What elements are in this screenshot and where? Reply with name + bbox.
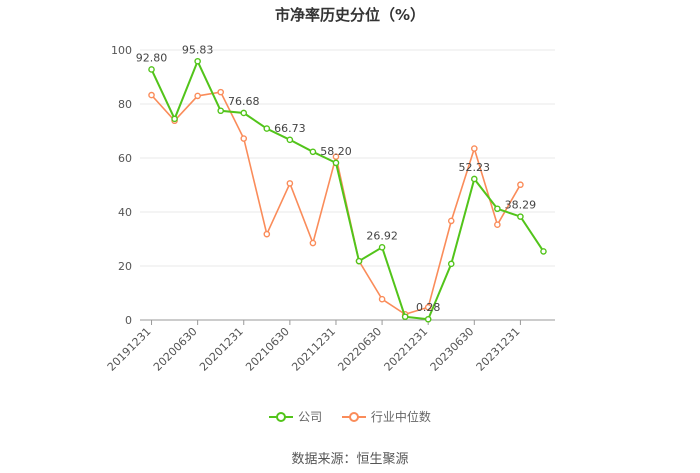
series-line-industry	[150, 91, 522, 316]
data-point-company	[240, 109, 248, 117]
data-labels: 92.80 95.83 76.68 66.73 58.20 26.92 0.28 52.23 3…	[136, 43, 536, 314]
data-point-company	[148, 66, 155, 73]
data-point-industry	[286, 180, 294, 187]
data-point-company	[494, 205, 501, 213]
series-line-company	[150, 58, 545, 321]
data-point-industry	[332, 153, 340, 160]
y-tick-label: 100	[111, 44, 132, 57]
data-point-industry	[309, 239, 317, 247]
legend-industry-label: 行业中位数	[370, 410, 431, 424]
data-label: 26.92	[366, 229, 398, 242]
data-point-industry	[447, 217, 455, 225]
source-note: 数据来源：恒生聚源	[291, 452, 409, 467]
data-label: 58.20	[320, 145, 352, 158]
data-point-industry	[194, 92, 201, 100]
x-tick-label: 20201231	[197, 325, 246, 374]
legend: 公司 行业中位数	[0, 408, 700, 426]
data-point-company	[424, 315, 432, 323]
data-point-company	[217, 107, 224, 115]
x-tick-label: 20210630	[243, 325, 292, 374]
y-tick-label: 0	[125, 314, 132, 327]
data-point-company	[517, 213, 524, 220]
data-point-industry	[148, 91, 155, 99]
y-tick-label: 60	[118, 152, 132, 165]
legend-item-company[interactable]: 公司	[269, 408, 322, 425]
data-label: 95.83	[182, 43, 214, 56]
data-label: 66.73	[274, 122, 306, 135]
x-tick-label: 20221231	[382, 325, 431, 374]
data-point-company	[263, 125, 271, 132]
chart-title: 市净率历史分位（%）	[274, 6, 426, 24]
y-tick-label: 20	[118, 260, 132, 273]
data-point-company	[447, 260, 455, 268]
data-point-company	[332, 159, 340, 167]
y-tick-label: 80	[118, 98, 132, 111]
data-point-industry	[517, 181, 524, 189]
axes: 0204060801002019123120200630202012312021…	[105, 44, 555, 374]
data-point-company	[471, 175, 478, 183]
x-tick-label: 20230630	[428, 325, 477, 374]
x-tick-label: 20231231	[474, 325, 523, 374]
x-tick-label: 20200630	[151, 325, 200, 374]
x-tick-label: 20191231	[105, 325, 154, 374]
legend-industry-marker-icon	[341, 411, 366, 422]
x-tick-label: 20220630	[335, 325, 384, 374]
data-point-company	[171, 115, 178, 123]
data-label: 92.80	[136, 51, 168, 64]
data-label: 38.29	[505, 199, 537, 212]
legend-company-marker-icon	[269, 411, 294, 422]
data-point-company	[194, 57, 201, 65]
data-point-company	[286, 136, 294, 144]
data-point-industry	[471, 145, 478, 152]
data-point-industry	[217, 88, 224, 96]
data-label: 52.23	[459, 161, 491, 174]
data-point-company	[401, 313, 409, 321]
data-point-industry	[494, 221, 501, 228]
data-point-company	[540, 248, 547, 255]
data-point-industry	[378, 295, 386, 303]
data-label: 0.28	[416, 301, 441, 314]
legend-item-industry[interactable]: 行业中位数	[341, 408, 431, 425]
data-point-industry	[240, 135, 248, 142]
data-point-company	[355, 257, 363, 265]
data-point-company	[309, 148, 317, 156]
grid-lines	[140, 49, 555, 267]
series-lines	[148, 57, 547, 323]
legend-company-label: 公司	[298, 410, 323, 424]
x-tick-label: 20211231	[289, 325, 338, 374]
data-point-company	[378, 244, 386, 251]
data-point-industry	[424, 304, 432, 311]
data-point-industry	[263, 230, 271, 238]
data-label: 76.68	[228, 95, 260, 108]
y-tick-label: 40	[118, 206, 132, 219]
